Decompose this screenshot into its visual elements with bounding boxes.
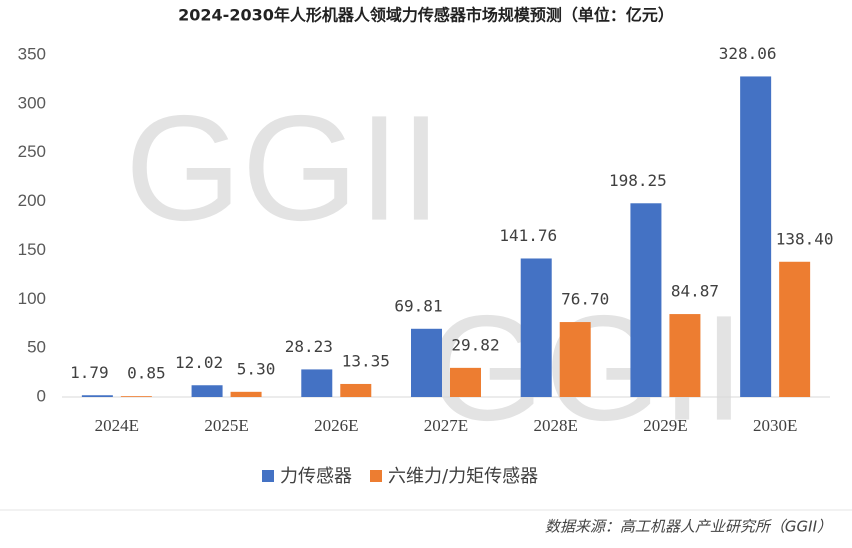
value-label: 28.23 (285, 337, 333, 356)
value-label: 76.70 (561, 290, 609, 309)
value-label: 13.35 (342, 351, 390, 370)
value-label: 1.79 (70, 363, 109, 382)
bar (81, 395, 113, 397)
y-tick-label: 200 (18, 191, 46, 210)
value-label: 0.85 (127, 364, 166, 383)
y-tick-label: 50 (27, 338, 46, 357)
value-label: 69.81 (394, 296, 442, 315)
y-tick-label: 250 (18, 142, 46, 161)
x-tick-label: 2029E (643, 416, 687, 435)
y-tick-label: 300 (18, 93, 46, 112)
value-label: 5.30 (237, 359, 276, 378)
legend-label: 六维力/力矩传感器 (388, 466, 538, 487)
source-note: 数据来源：高工机器人产业研究所（GGII） (545, 518, 832, 536)
legend-label: 力传感器 (280, 466, 352, 487)
legend-swatch (262, 470, 274, 482)
bar (559, 322, 591, 397)
bar (630, 203, 662, 397)
value-label: 141.76 (499, 226, 557, 245)
watermark: GGII (125, 84, 442, 252)
bar (411, 328, 442, 397)
x-tick-label: 2025E (204, 416, 248, 435)
bar (340, 383, 372, 397)
bar (301, 369, 333, 397)
value-label: 138.40 (776, 229, 834, 248)
value-label: 29.82 (451, 335, 499, 354)
y-tick-label: 350 (18, 44, 46, 63)
x-tick-label: 2028E (534, 416, 578, 435)
y-tick-label: 0 (37, 386, 46, 405)
bar (669, 314, 701, 397)
bar (120, 396, 152, 397)
bar (191, 385, 223, 397)
x-tick-label: 2030E (753, 416, 797, 435)
x-tick-label: 2027E (424, 416, 468, 435)
value-label: 84.87 (671, 282, 719, 301)
bar (520, 258, 552, 397)
x-tick-label: 2024E (95, 416, 139, 435)
y-tick-label: 100 (18, 289, 46, 308)
x-tick-label: 2026E (314, 416, 358, 435)
chart-title: 2024-2030年人形机器人领域力传感器市场规模预测（单位：亿元） (178, 6, 674, 25)
value-label: 12.02 (175, 353, 223, 372)
bar (779, 261, 811, 397)
y-tick-label: 150 (18, 240, 46, 259)
bar (450, 367, 481, 397)
value-label: 198.25 (609, 171, 667, 190)
bar (230, 391, 262, 397)
value-label: 328.06 (719, 44, 777, 63)
legend-swatch (370, 470, 382, 482)
bar (740, 76, 772, 398)
